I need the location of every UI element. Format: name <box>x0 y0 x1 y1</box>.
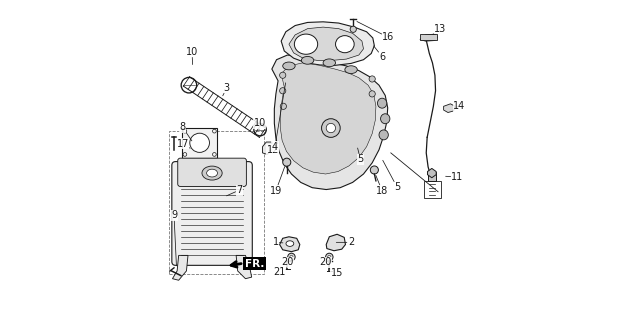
Text: 15: 15 <box>330 268 343 278</box>
Bar <box>420 34 437 40</box>
Ellipse shape <box>335 36 354 53</box>
FancyBboxPatch shape <box>172 162 252 265</box>
Text: 10: 10 <box>253 118 266 129</box>
Text: 8: 8 <box>180 122 192 141</box>
Text: 20: 20 <box>281 257 293 267</box>
Polygon shape <box>172 256 188 280</box>
Text: 5: 5 <box>383 160 400 192</box>
Polygon shape <box>420 34 437 41</box>
Text: 6: 6 <box>374 46 385 61</box>
Text: 11: 11 <box>445 172 463 182</box>
Ellipse shape <box>207 169 218 177</box>
Text: 14: 14 <box>453 101 465 111</box>
Ellipse shape <box>379 130 388 140</box>
Ellipse shape <box>301 56 314 64</box>
Circle shape <box>290 256 293 259</box>
Polygon shape <box>428 168 436 178</box>
Text: 4: 4 <box>272 83 285 152</box>
Ellipse shape <box>323 59 335 67</box>
Circle shape <box>326 253 333 261</box>
Circle shape <box>369 91 375 97</box>
Ellipse shape <box>378 98 387 108</box>
Text: 17: 17 <box>177 139 190 149</box>
Circle shape <box>280 88 286 94</box>
Polygon shape <box>280 63 376 174</box>
Polygon shape <box>236 256 252 279</box>
Polygon shape <box>272 55 388 190</box>
Bar <box>170 131 264 274</box>
Text: 16: 16 <box>357 22 394 42</box>
Text: 19: 19 <box>270 167 285 196</box>
Ellipse shape <box>381 114 390 124</box>
Ellipse shape <box>286 241 294 246</box>
Bar <box>424 181 441 198</box>
Circle shape <box>288 253 295 261</box>
Bar <box>428 172 436 181</box>
Text: 7: 7 <box>227 185 243 196</box>
Circle shape <box>321 119 340 137</box>
Circle shape <box>280 72 286 78</box>
Circle shape <box>350 26 356 32</box>
Text: 10: 10 <box>186 47 198 65</box>
Text: FR.: FR. <box>245 259 264 269</box>
Polygon shape <box>444 104 455 113</box>
Text: 13: 13 <box>433 24 447 35</box>
Circle shape <box>328 256 331 259</box>
Circle shape <box>369 76 375 82</box>
Text: 18: 18 <box>376 175 388 196</box>
Text: 9: 9 <box>171 210 177 266</box>
Text: 1: 1 <box>273 237 283 247</box>
Circle shape <box>326 123 335 133</box>
Text: 2: 2 <box>336 237 354 247</box>
Circle shape <box>283 158 291 166</box>
Text: 21: 21 <box>273 266 287 276</box>
Text: 3: 3 <box>223 83 230 96</box>
Ellipse shape <box>190 133 209 152</box>
Ellipse shape <box>202 166 222 180</box>
Polygon shape <box>289 27 364 60</box>
Text: 5: 5 <box>357 148 364 164</box>
Text: 12: 12 <box>267 145 279 155</box>
Polygon shape <box>280 237 300 252</box>
Polygon shape <box>262 142 272 154</box>
FancyBboxPatch shape <box>182 128 218 158</box>
Ellipse shape <box>294 34 317 54</box>
Polygon shape <box>281 22 374 65</box>
FancyBboxPatch shape <box>178 158 246 187</box>
Text: 20: 20 <box>319 257 332 267</box>
Polygon shape <box>326 234 346 251</box>
Circle shape <box>280 103 287 110</box>
Circle shape <box>371 166 378 174</box>
Ellipse shape <box>345 66 357 74</box>
Ellipse shape <box>283 62 295 70</box>
